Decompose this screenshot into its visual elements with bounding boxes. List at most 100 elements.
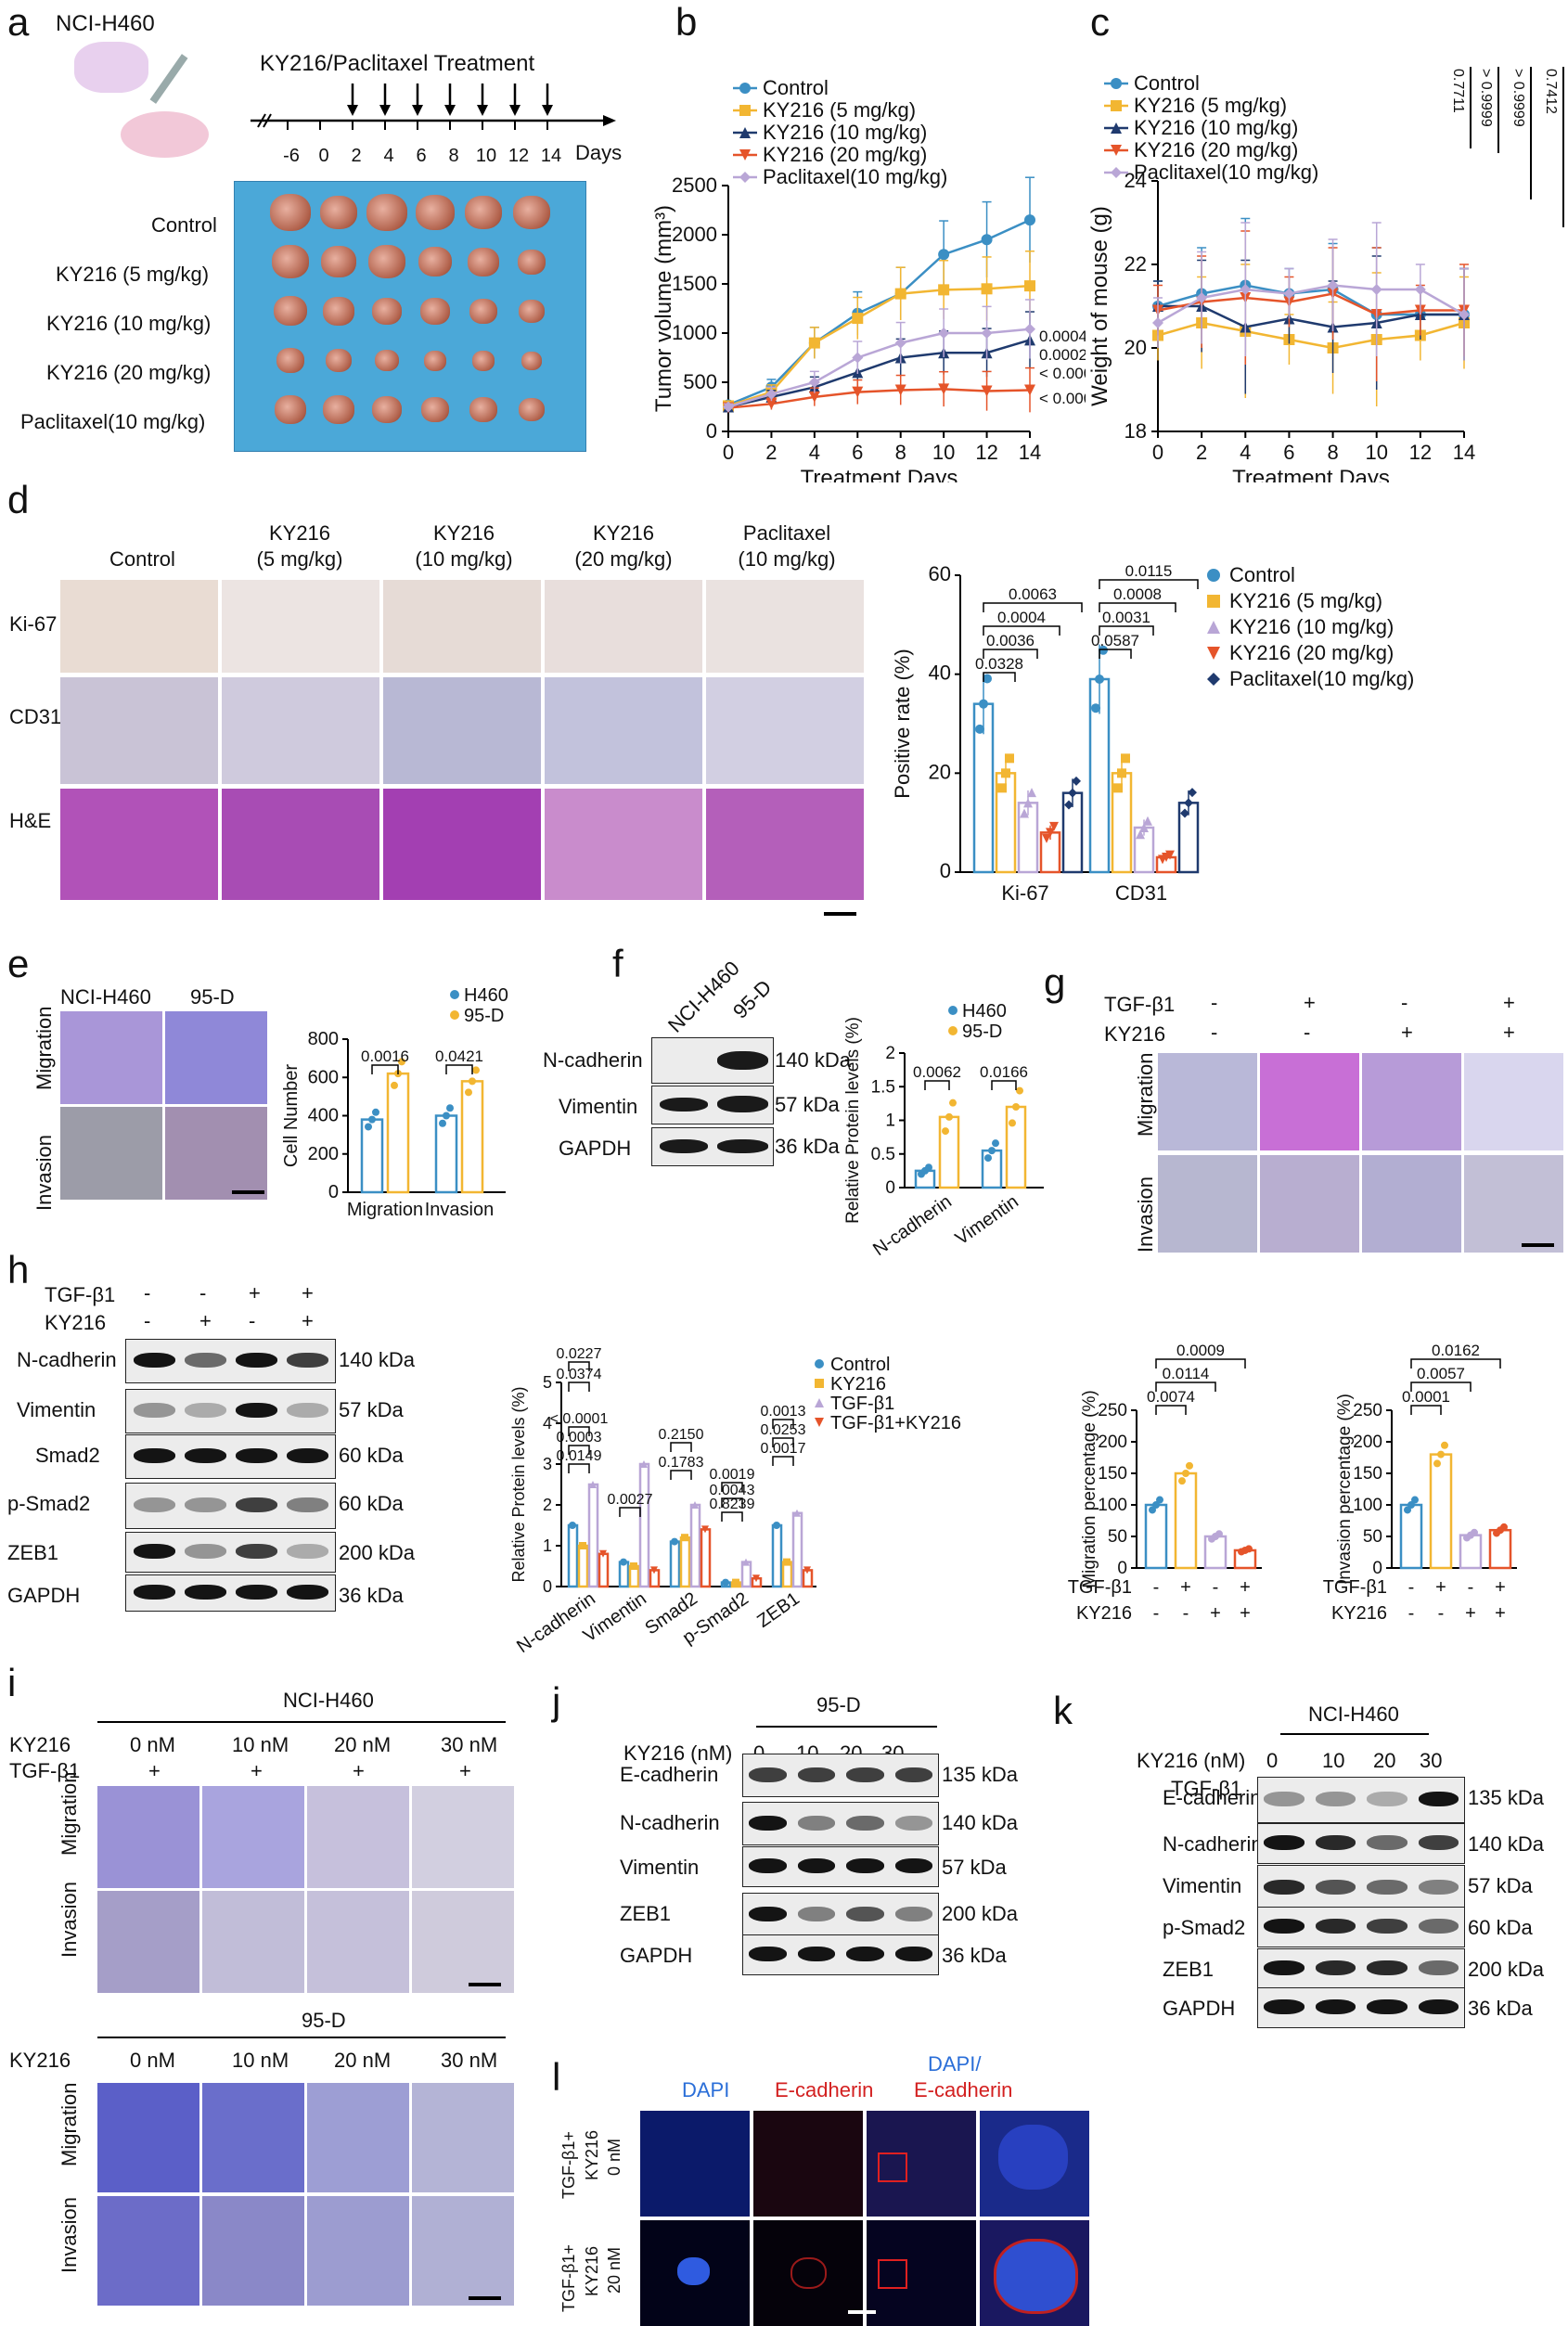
- tumor-photo: [234, 181, 586, 452]
- data-point: [808, 337, 820, 349]
- i-image: [412, 2196, 514, 2306]
- i-image: [307, 2083, 409, 2192]
- tumor: [513, 196, 550, 229]
- data-point: [1327, 279, 1339, 291]
- f-blot-gapdh: [651, 1127, 774, 1166]
- protein-label: GAPDH: [620, 1944, 693, 1967]
- p-value: 0.0115: [1125, 562, 1173, 580]
- y-tick-label: 2: [885, 1044, 895, 1063]
- k-conc-value: 10: [1322, 1749, 1345, 1772]
- tumor: [521, 352, 542, 370]
- data-point: [949, 1099, 957, 1107]
- significance-bracket: [445, 1064, 473, 1074]
- blot-band: [1418, 1835, 1459, 1850]
- blot-band: [894, 1858, 932, 1873]
- legend-marker: [948, 1006, 958, 1015]
- sign-tgf: +: [1435, 1577, 1446, 1598]
- i-conc-label: 20 nM: [334, 2049, 392, 2072]
- protein-label: ZEB1: [620, 1902, 672, 1925]
- blot: [1257, 1823, 1465, 1864]
- i-tgf-sign: +: [148, 1759, 161, 1782]
- timeline-tick-label: 10: [475, 146, 497, 166]
- y-tick-label: 22: [1125, 252, 1147, 276]
- data-point: [391, 1081, 398, 1089]
- y-tick-label: 20: [929, 760, 951, 783]
- legend-label: 95-D: [464, 1006, 504, 1026]
- h-kda-label: 60 kDa: [339, 1492, 404, 1515]
- ihc-image: [545, 789, 702, 900]
- data-point: [398, 1058, 405, 1066]
- kda-label: 57 kDa: [942, 1856, 1007, 1879]
- data-point: [1471, 1528, 1478, 1536]
- data-point: [465, 1088, 472, 1097]
- x-tick-label: 14: [1453, 441, 1475, 464]
- series-line: [1158, 304, 1464, 328]
- blot-band: [846, 1947, 884, 1961]
- sign-tgf: -: [144, 1281, 151, 1304]
- e-col-1: 95-D: [190, 985, 235, 1009]
- protein-label: GAPDH: [1163, 1997, 1236, 2020]
- tumor: [323, 395, 354, 424]
- legend-marker: [815, 1418, 824, 1427]
- data-point: [1121, 753, 1130, 764]
- blot-band: [894, 1947, 932, 1961]
- sign-ky216: +: [302, 1309, 314, 1332]
- significance-bracket: [1099, 602, 1176, 612]
- data-point: [808, 377, 820, 388]
- data-point: [1046, 828, 1055, 838]
- data-point: [852, 386, 864, 398]
- data-point: [1182, 1470, 1189, 1477]
- blot-band: [797, 1947, 835, 1961]
- sign-ky216: +: [1503, 1021, 1515, 1044]
- bar: [1203, 1535, 1227, 1570]
- if-image: [980, 2111, 1089, 2217]
- panel-label-a: a: [7, 0, 30, 44]
- legend-label: H460: [962, 1001, 1007, 1022]
- blot: [742, 1802, 939, 1845]
- x-tick-label: 2: [1196, 441, 1207, 464]
- legend-label: Paclitaxel(10 mg/kg): [1229, 667, 1414, 690]
- blot-band: [1418, 1792, 1459, 1806]
- blot-band: [894, 1815, 932, 1831]
- g-row-0: Migration: [1134, 1052, 1157, 1137]
- bar: [1005, 1105, 1027, 1189]
- bar: [669, 1540, 681, 1588]
- data-point: [650, 1566, 658, 1574]
- data-point: [981, 283, 993, 295]
- ihc-image: [222, 789, 379, 900]
- significance-bracket: [568, 1426, 590, 1436]
- bar: [360, 1118, 384, 1194]
- k-conc-value: 30: [1420, 1749, 1443, 1772]
- y-tick-label: 100: [1353, 1496, 1382, 1515]
- series-line: [727, 328, 1031, 408]
- y-tick-label: 1: [885, 1112, 895, 1131]
- timeline-break: [257, 113, 266, 128]
- data-point: [1113, 783, 1123, 793]
- blot-band: [236, 1448, 277, 1463]
- p-value: < 0.0001: [1039, 390, 1086, 407]
- y-tick-label: 0: [706, 419, 717, 443]
- data-point: [992, 1139, 999, 1148]
- k-title-line: [1280, 1733, 1429, 1735]
- significance-bracket: [1410, 1381, 1472, 1392]
- panel-label-i: i: [7, 1661, 17, 1704]
- h-kda-label: 57 kDa: [339, 1398, 404, 1421]
- sign-tgf: +: [1304, 991, 1316, 1014]
- blot-band: [846, 1815, 884, 1831]
- significance-bracket: [568, 1463, 590, 1473]
- h-protein-chart: 0 1 2 3 4 5 Relative Protein levels (%) N-cadhe…: [509, 1346, 961, 1657]
- data-point: [701, 1525, 709, 1534]
- data-point: [1136, 829, 1145, 840]
- tumor-row-label-2: KY216 (10 mg/kg): [46, 312, 212, 335]
- significance-bracket: [670, 1470, 692, 1480]
- significance-bracket: [1155, 1358, 1246, 1369]
- blot-band: [185, 1497, 226, 1512]
- treatment-label: KY216/Paclitaxel Treatment: [260, 51, 535, 76]
- blot-band: [236, 1497, 277, 1512]
- data-point: [589, 1481, 597, 1488]
- data-point: [1016, 1086, 1023, 1095]
- x-tick-label: 2: [765, 441, 777, 464]
- significance-bracket: [1099, 625, 1154, 636]
- y-tick-label: 0: [885, 1178, 895, 1198]
- panel-label-j: j: [552, 1679, 561, 1723]
